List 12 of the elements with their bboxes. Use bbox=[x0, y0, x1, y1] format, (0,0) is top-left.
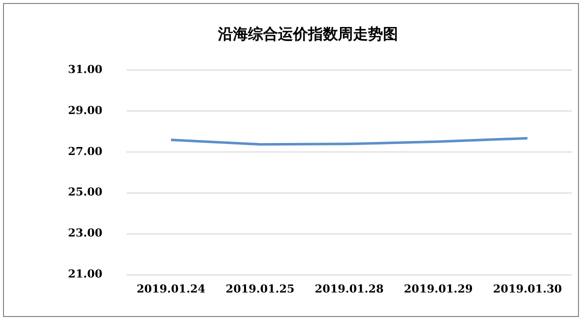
x-tick-label: 2019.01.30 bbox=[493, 282, 562, 296]
y-tick-label: 25.00 bbox=[68, 186, 103, 199]
y-tick-label: 29.00 bbox=[68, 104, 103, 117]
y-tick-label: 31.00 bbox=[68, 62, 103, 76]
y-tick-label: 27.00 bbox=[68, 144, 103, 158]
x-tick-label: 2019.01.28 bbox=[314, 282, 384, 296]
x-tick-label: 2019.01.24 bbox=[136, 282, 206, 296]
x-tick-label: 2019.01.29 bbox=[404, 282, 473, 296]
x-tick-label: 2019.01.25 bbox=[226, 282, 295, 296]
y-tick-label: 21.00 bbox=[68, 268, 103, 281]
chart-title: 沿海综合运价指数周走势图 bbox=[217, 24, 398, 43]
y-tick-label: 23.00 bbox=[68, 226, 103, 240]
